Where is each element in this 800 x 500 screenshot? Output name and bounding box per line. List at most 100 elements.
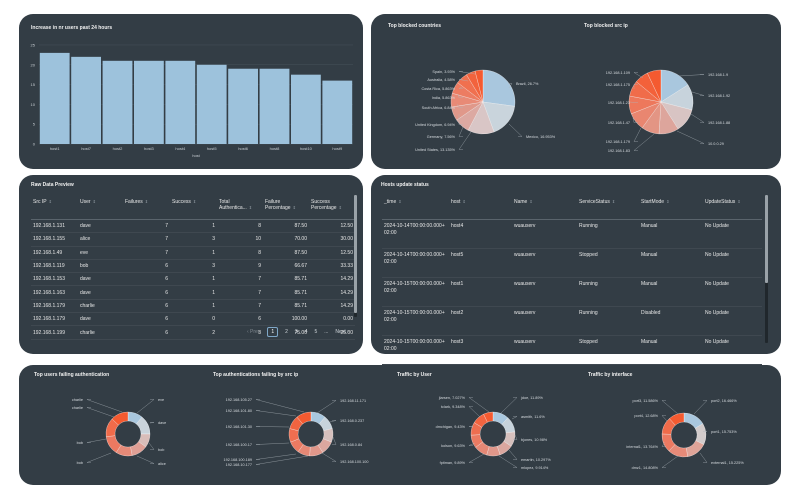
leader-line (468, 397, 490, 413)
column-header[interactable]: ServiceStatus ⇕ (577, 194, 639, 220)
column-header[interactable]: Success ⇕ (170, 194, 217, 220)
pie-slice (647, 69, 662, 103)
x-tick-label: host5 (207, 146, 218, 151)
column-header[interactable]: Total Authentica... ⇕ (217, 194, 263, 220)
sort-icon[interactable]: ⇕ (248, 205, 253, 210)
next-page-button[interactable]: Next › (335, 329, 349, 335)
table-cell: 192.168.1.155 (31, 232, 78, 247)
table-cell: 25.00 (309, 325, 355, 340)
table-cell: wuauserv (512, 335, 577, 365)
bar (291, 74, 321, 144)
y-tick-label: 15 (31, 82, 36, 87)
slice-label: 192.168.101.30 (226, 425, 252, 429)
table-cell: 0 (170, 312, 217, 327)
table-cell: 10 (217, 232, 263, 247)
table-cell: alice (78, 232, 123, 247)
sort-icon[interactable]: ⇕ (292, 205, 296, 210)
table-cell: 66.67 (263, 259, 309, 274)
page-3-button[interactable]: 3 (294, 329, 298, 335)
page-5-button[interactable]: 5 (314, 329, 318, 335)
raw-table-scrollbar[interactable] (354, 195, 357, 317)
slice-label: 192.168.1.92 (708, 94, 730, 98)
column-header[interactable]: Src IP ⇕ (31, 194, 78, 220)
table-cell: Disabled (639, 306, 703, 336)
column-header[interactable]: User ⇕ (78, 194, 123, 220)
sort-icon[interactable]: ⇕ (48, 199, 52, 204)
slice-label: bob (77, 441, 83, 445)
leader-line (136, 455, 155, 464)
hosts-table-scrollbar[interactable] (765, 195, 768, 343)
y-tick-label: 5 (33, 122, 36, 127)
column-header[interactable]: host ⇕ (449, 194, 512, 220)
sort-icon[interactable]: ⇕ (611, 199, 616, 204)
slice-label: dave (158, 421, 166, 425)
slice-label: dmchigan, 9.43% (436, 425, 466, 429)
slice-label: 192.168.10.177 (226, 463, 252, 467)
table-cell: 12.50 (309, 246, 355, 260)
slice-label: 192.168.1.109 (606, 71, 630, 75)
column-header[interactable]: _time ⇕ (382, 194, 449, 220)
slice-label: external1, 15.225% (711, 461, 744, 465)
page-1-button[interactable]: 1 (267, 327, 279, 337)
slice-label: 192.168.100.189 (223, 458, 252, 462)
table-cell: Running (577, 219, 639, 249)
column-header-label: Name (514, 199, 528, 205)
column-header[interactable]: Failure Percentage ⇕ (263, 194, 309, 220)
table-cell: wuauserv (512, 277, 577, 307)
column-header-label: Failure Percentage (265, 199, 291, 211)
panel-title-trafficif: Traffic by interface (588, 372, 633, 378)
leader-line (458, 79, 469, 82)
leader-line (661, 441, 666, 447)
table-cell: 3 (170, 259, 217, 274)
leader-line (255, 453, 297, 460)
sort-icon[interactable]: ⇕ (92, 199, 96, 204)
leader-line (691, 91, 705, 96)
pie-chart-srcip: 192.168.1.9 192.168.1.92 192.168.1.88 10.0.… (606, 69, 730, 153)
column-header[interactable]: Name ⇕ (512, 194, 577, 220)
x-axis-label: host (192, 153, 200, 158)
page-4-button[interactable]: 4 (304, 329, 308, 335)
sort-icon[interactable]: ⇕ (192, 199, 197, 204)
table-cell: No Update (703, 248, 762, 278)
table-cell: 192.168.1.163 (31, 285, 78, 300)
leader-line (633, 72, 644, 79)
x-tick-label: host6 (238, 146, 249, 151)
column-header[interactable]: StartMode ⇕ (639, 194, 703, 220)
table-row: 192.168.1.153 dave 6 1 7 85.71 14.29 (31, 272, 355, 287)
slice-label: bob (158, 448, 164, 452)
column-header[interactable]: UpdateStatus ⇕ (703, 194, 762, 220)
leader-line (321, 452, 337, 462)
table-cell: 8 (217, 246, 263, 260)
table-cell: Manual (639, 277, 703, 307)
slice-label: 192.168.100.17 (226, 443, 252, 447)
table-cell: 6 (123, 299, 170, 314)
column-header[interactable]: Failures ⇕ (123, 194, 170, 220)
prev-page-button[interactable]: ‹ Prev (247, 329, 261, 335)
slice-label: 192.168.1.47 (608, 121, 630, 125)
sort-icon[interactable]: ⇕ (462, 199, 466, 204)
leader-line (316, 400, 337, 414)
leader-line (86, 452, 112, 463)
table-row: 192.168.1.179 charlie 6 1 7 85.71 14.29 (31, 299, 355, 314)
sort-icon[interactable]: ⇕ (666, 199, 670, 204)
table-cell: 87.50 (263, 219, 309, 234)
slice-label: Australia, 4.58% (427, 78, 455, 82)
sort-icon[interactable]: ⇕ (144, 199, 149, 204)
page-2-button[interactable]: 2 (285, 329, 288, 335)
column-header-label: UpdateStatus (705, 199, 736, 205)
table-cell: 14.29 (309, 299, 355, 314)
sort-icon[interactable]: ⇕ (398, 199, 402, 204)
table-cell: 1 (170, 219, 217, 234)
table-cell: 8 (217, 325, 263, 340)
sort-icon[interactable]: ⇕ (529, 199, 533, 204)
slice-label: charlie (72, 398, 83, 402)
leader-line (676, 130, 705, 144)
panel-title-authfail: Top authentications failing by src ip (213, 372, 299, 378)
leader-line (255, 399, 305, 413)
slice-label: eve (158, 398, 164, 402)
x-tick-label: host10 (300, 146, 313, 151)
raw-data-table: Src IP ⇕ User ⇕ Failures ⇕ Success ⇕ Total Authe… (31, 194, 355, 340)
sort-icon[interactable]: ⇕ (737, 199, 741, 204)
sort-icon[interactable]: ⇕ (338, 205, 342, 210)
column-header[interactable]: Success Percentage ⇕ (309, 194, 355, 220)
